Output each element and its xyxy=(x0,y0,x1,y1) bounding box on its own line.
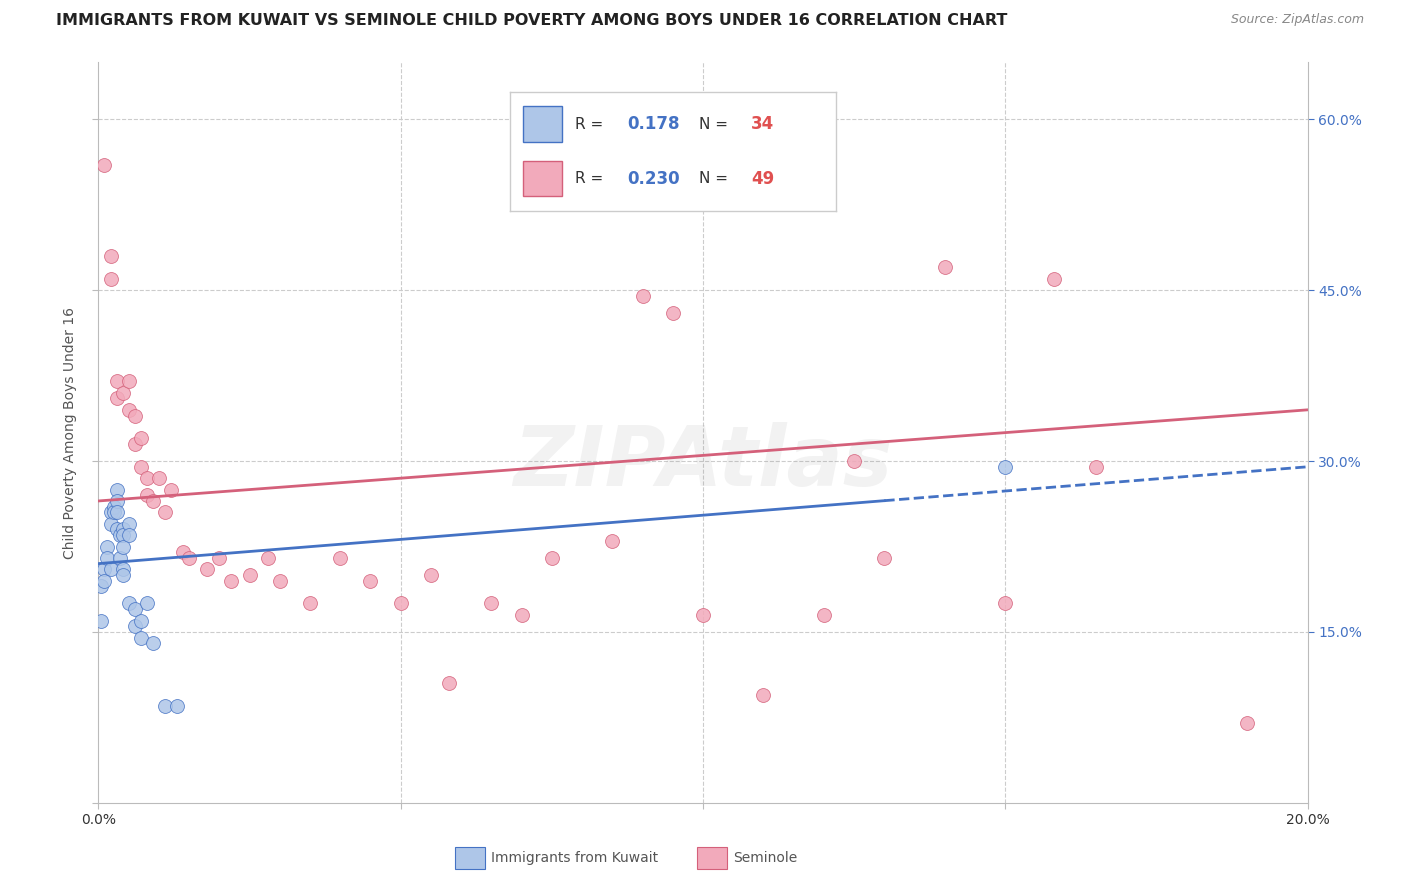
Point xyxy=(105,505,128,519)
Point xyxy=(153,698,176,713)
Point xyxy=(179,550,201,565)
Point xyxy=(129,631,152,645)
Point xyxy=(256,550,278,565)
Point xyxy=(135,471,157,485)
Point xyxy=(160,483,183,497)
Point xyxy=(221,574,243,588)
Point xyxy=(93,574,115,588)
Point xyxy=(269,574,291,588)
Bar xyxy=(697,847,727,870)
Point xyxy=(111,562,134,576)
Point xyxy=(661,306,683,320)
Point xyxy=(558,192,581,206)
Point xyxy=(124,602,146,616)
Point xyxy=(124,437,146,451)
Point xyxy=(142,636,165,650)
Point xyxy=(389,597,412,611)
Point xyxy=(692,607,714,622)
Text: ZIPAtlas: ZIPAtlas xyxy=(513,422,893,503)
Point xyxy=(172,545,194,559)
Point xyxy=(510,607,533,622)
Point xyxy=(118,597,141,611)
Point xyxy=(111,523,134,537)
Point xyxy=(1085,459,1108,474)
Bar xyxy=(456,847,485,870)
Point xyxy=(1042,272,1064,286)
Point xyxy=(93,158,115,172)
Point xyxy=(100,249,122,263)
Point xyxy=(111,385,134,400)
Point xyxy=(135,488,157,502)
Point xyxy=(299,597,322,611)
Point xyxy=(105,494,128,508)
Point xyxy=(994,459,1017,474)
Text: IMMIGRANTS FROM KUWAIT VS SEMINOLE CHILD POVERTY AMONG BOYS UNDER 16 CORRELATION: IMMIGRANTS FROM KUWAIT VS SEMINOLE CHILD… xyxy=(56,13,1008,29)
Point xyxy=(124,409,146,423)
Point xyxy=(100,272,122,286)
Point xyxy=(124,619,146,633)
Point xyxy=(93,562,115,576)
Point xyxy=(103,500,125,514)
Point xyxy=(481,597,503,611)
Point xyxy=(96,550,118,565)
Point xyxy=(135,597,157,611)
Point xyxy=(148,471,170,485)
Point xyxy=(873,550,896,565)
Point xyxy=(437,676,460,690)
Point xyxy=(103,505,125,519)
Point xyxy=(360,574,382,588)
Point xyxy=(90,579,112,593)
Point xyxy=(100,562,122,576)
Point xyxy=(108,528,131,542)
Y-axis label: Child Poverty Among Boys Under 16: Child Poverty Among Boys Under 16 xyxy=(63,307,77,558)
Point xyxy=(994,597,1017,611)
Point xyxy=(100,505,122,519)
Point xyxy=(631,289,654,303)
Point xyxy=(129,614,152,628)
Point xyxy=(239,568,262,582)
Point xyxy=(111,540,134,554)
Point xyxy=(166,698,188,713)
Point xyxy=(844,454,866,468)
Point xyxy=(108,550,131,565)
Point xyxy=(142,494,165,508)
Point xyxy=(752,688,775,702)
Point xyxy=(105,392,128,406)
Point xyxy=(129,459,152,474)
Point xyxy=(118,528,141,542)
Point xyxy=(105,523,128,537)
Point xyxy=(540,550,562,565)
Point xyxy=(105,375,128,389)
Point xyxy=(129,431,152,445)
Point xyxy=(153,505,176,519)
Point xyxy=(111,528,134,542)
Point xyxy=(934,260,956,275)
Point xyxy=(96,540,118,554)
Point xyxy=(602,533,624,548)
Point xyxy=(118,402,141,417)
Point xyxy=(195,562,218,576)
Point xyxy=(329,550,352,565)
Text: Immigrants from Kuwait: Immigrants from Kuwait xyxy=(492,851,658,865)
Point xyxy=(208,550,231,565)
Text: Source: ZipAtlas.com: Source: ZipAtlas.com xyxy=(1230,13,1364,27)
Point xyxy=(813,607,835,622)
Point xyxy=(420,568,443,582)
Point xyxy=(111,568,134,582)
Point xyxy=(1236,716,1258,731)
Point xyxy=(90,614,112,628)
Point xyxy=(118,375,141,389)
Text: Seminole: Seminole xyxy=(734,851,797,865)
Point xyxy=(100,516,122,531)
Point xyxy=(118,516,141,531)
Point xyxy=(105,483,128,497)
